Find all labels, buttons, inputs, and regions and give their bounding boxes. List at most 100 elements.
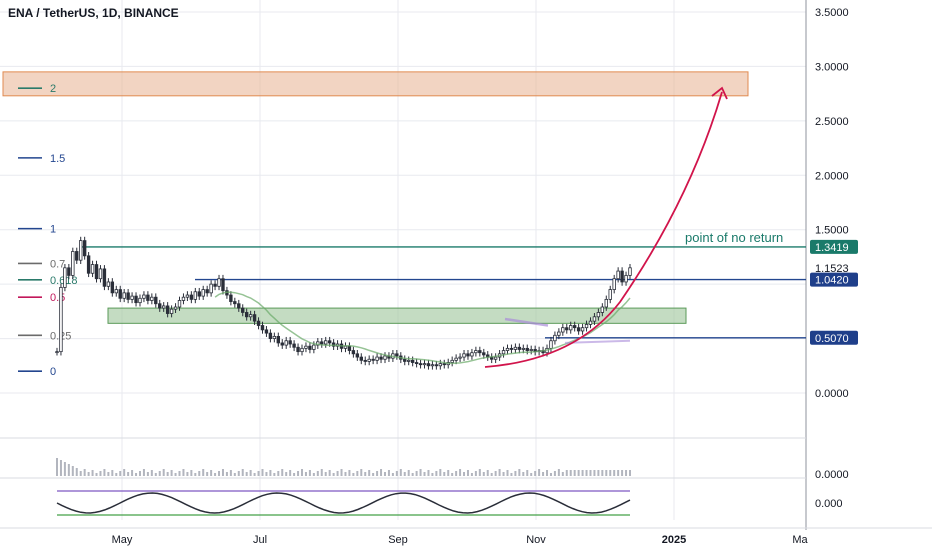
candle-body (422, 363, 427, 366)
volume-bar (569, 470, 572, 476)
volume-bar (589, 470, 592, 476)
candle-body (624, 275, 628, 283)
volume-bar (621, 470, 624, 476)
candle-body (150, 296, 154, 301)
volume-bar (423, 472, 426, 476)
volume-bar (411, 473, 414, 476)
volume-bar (182, 469, 185, 476)
candle-body (470, 352, 474, 357)
fib-level-label: 1 (50, 224, 56, 236)
candle-body (347, 345, 352, 351)
support-zone (107, 307, 687, 324)
candle-body (114, 289, 118, 294)
candle-body (71, 251, 75, 276)
candle-body (59, 287, 63, 353)
candle-body (410, 359, 415, 363)
candle-body (134, 295, 138, 304)
volume-bar (297, 471, 300, 476)
candle-body (288, 340, 292, 345)
candle-body (138, 297, 142, 304)
volume-bar (443, 472, 446, 476)
volume-bar (427, 470, 430, 476)
candle-body (177, 300, 182, 308)
volume-bar (498, 469, 501, 476)
candle-body (233, 301, 237, 305)
candle-body (379, 356, 383, 360)
candle-body (474, 350, 478, 354)
volume-bar (257, 471, 260, 476)
candle-body (588, 320, 593, 325)
volume-bar (103, 469, 106, 476)
candle-body (193, 291, 198, 300)
candle-body (67, 267, 71, 276)
volume-bar (474, 471, 477, 476)
volume-bar (510, 473, 513, 476)
candle-body (90, 264, 95, 274)
price-axis-tick: 0.0000 (815, 388, 849, 400)
volume-bar (407, 470, 410, 476)
price-axis-tick: 1.5000 (815, 225, 849, 237)
volume-bar (237, 471, 240, 476)
price-axis-tick: 2.5000 (815, 116, 849, 128)
volume-bar (332, 473, 335, 476)
candle-body (371, 358, 375, 361)
volume-bar (328, 470, 331, 476)
moving-average-line (504, 317, 549, 327)
volume-bar (123, 469, 126, 476)
volume-bar (336, 471, 339, 476)
candle-body (122, 292, 126, 299)
price-level-badge (810, 239, 858, 254)
volume-bar (253, 473, 256, 476)
oscillator-axis-tick: 0.000 (815, 498, 843, 510)
volume-bar (344, 472, 347, 476)
candle-body (592, 316, 597, 322)
candle-body (351, 350, 356, 355)
candle-body (181, 296, 186, 301)
volume-bar (573, 470, 576, 476)
volume-bar (56, 458, 58, 476)
volume-bar (107, 472, 110, 476)
price-level-badge-text: 0.5070 (815, 333, 849, 345)
candle-body (248, 314, 253, 318)
volume-bar (617, 470, 620, 476)
volume-bar (162, 469, 165, 476)
volume-bar (486, 470, 489, 476)
volume-bar (249, 470, 252, 476)
candle-body (272, 335, 277, 339)
candle-body (320, 341, 324, 345)
candle-body (600, 306, 605, 313)
volume-bar (463, 472, 466, 476)
candle-body (580, 327, 585, 332)
candle-body (86, 255, 91, 274)
volume-bar (538, 469, 541, 476)
volume-bar (546, 470, 549, 476)
candle-body (241, 307, 245, 313)
volume-bar (304, 472, 307, 476)
volume-bar (372, 473, 375, 476)
target-zone (2, 71, 749, 97)
candle-body (75, 251, 79, 261)
volume-bar (368, 470, 371, 476)
price-level-badge (810, 330, 858, 345)
candle-body (569, 325, 573, 331)
volume-bar (403, 472, 406, 476)
candle-body (260, 325, 265, 331)
volume-bar (348, 470, 351, 476)
time-axis-label: Jul (253, 534, 267, 546)
volume-bar (629, 470, 631, 476)
volume-bar (581, 470, 584, 476)
volume-bar (87, 472, 90, 476)
volume-bar (218, 471, 221, 476)
candle-body (418, 363, 423, 366)
candle-body (173, 306, 178, 310)
volume-bar (561, 472, 564, 476)
volume-bar (71, 466, 74, 476)
volume-bar (597, 470, 600, 476)
volume-bar (557, 469, 560, 476)
candle-body (98, 268, 103, 280)
volume-bar (198, 471, 201, 476)
projection-curve (484, 91, 723, 368)
volume-bar (391, 473, 394, 476)
price-level-badge (810, 272, 858, 287)
volume-bar (387, 470, 390, 476)
